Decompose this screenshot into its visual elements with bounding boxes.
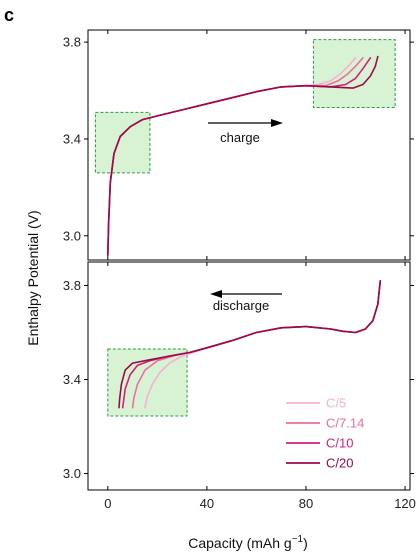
x-axis-label-end: ) — [303, 535, 308, 551]
charge-series-C-20 — [107, 55, 379, 256]
charge-y-tick-label: 3.8 — [63, 35, 81, 50]
charge-annotation: charge — [220, 130, 260, 145]
discharge-y-tick-label: 3.4 — [63, 372, 81, 387]
x-tick-label: 120 — [394, 496, 416, 511]
x-tick-label: 0 — [104, 496, 111, 511]
discharge-y-tick-label: 3.8 — [63, 278, 81, 293]
discharge-plot-frame — [87, 261, 411, 491]
charge-y-tick-label: 3.4 — [63, 131, 81, 146]
legend-label-1: C/5 — [326, 396, 346, 411]
charge-arrow-head — [271, 119, 283, 127]
discharge-arrow-head — [210, 290, 222, 298]
y-axis-label: Enthalpy Potential (V) — [25, 210, 41, 345]
x-axis-label: Capacity (mAh g−1) — [188, 534, 308, 551]
legend: C/5 C/7.14 C/10 C/20 — [286, 396, 364, 471]
charge-highlight-box-2 — [312, 39, 396, 108]
x-tick-label: 40 — [200, 496, 214, 511]
x-tick-label: 80 — [299, 496, 313, 511]
x-axis-label-sup: −1 — [292, 534, 304, 545]
legend-label-4: C/20 — [326, 456, 353, 471]
discharge-y-tick-label: 3.0 — [63, 466, 81, 481]
x-axis-label-main: Capacity (mAh g — [188, 535, 291, 551]
discharge-series-C-20 — [118, 280, 382, 409]
discharge-annotation: discharge — [213, 298, 269, 313]
charge-plot-frame — [87, 29, 411, 261]
panel-label: c — [4, 5, 14, 25]
x-tick-labels: 0 40 80 120 — [104, 496, 416, 511]
legend-label-2: C/7.14 — [326, 416, 364, 431]
legend-label-3: C/10 — [326, 436, 353, 451]
charge-y-tick-label: 3.0 — [63, 228, 81, 243]
discharge-panel: 3.0 3.4 3.8 discharge — [63, 261, 414, 491]
charge-highlight-box-1 — [94, 111, 151, 174]
charge-panel: 3.0 3.4 3.8 charge — [63, 29, 414, 261]
